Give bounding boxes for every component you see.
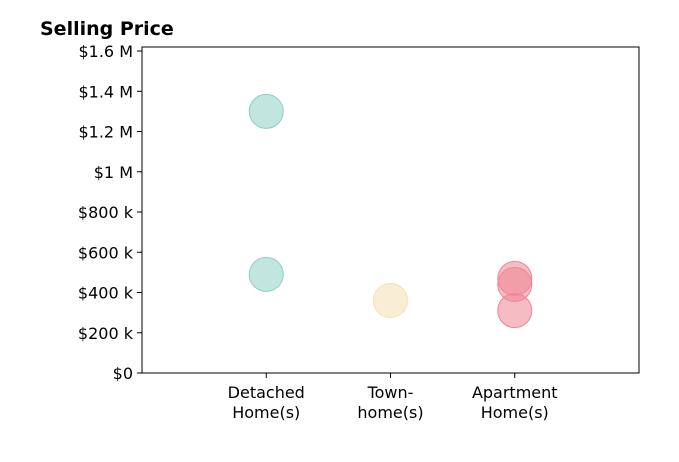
y-tick-label: $200 k — [78, 324, 134, 343]
plot-area — [141, 46, 640, 374]
data-points — [248, 93, 533, 329]
y-tick-label: $1.4 M — [78, 82, 133, 101]
y-tick-label: $1.2 M — [78, 123, 133, 142]
y-tick-label: $400 k — [78, 284, 134, 303]
chart-title: Selling Price — [40, 18, 174, 40]
x-tick-label: Apartment Home(s) — [472, 383, 558, 422]
x-axis: Detached Home(s) Town-home(s) Apartment Home… — [228, 373, 558, 422]
data-point — [373, 283, 408, 319]
y-axis: $0 $200 k $400 k $600 k $800 k $1 M $1.2 M $1.4… — [78, 42, 142, 383]
y-tick-label: $800 k — [78, 203, 134, 222]
x-tick-label: Detached Home(s) — [228, 383, 305, 422]
plot-frame — [141, 46, 640, 374]
y-tick-label: $600 k — [78, 243, 134, 262]
y-tick-label: $0 — [113, 364, 133, 383]
x-tick-label: Town-home(s) — [357, 383, 423, 422]
data-point — [248, 256, 284, 292]
y-tick-label: $1 M — [94, 163, 133, 182]
data-point — [497, 293, 533, 329]
y-tick-label: $1.6 M — [78, 42, 133, 61]
data-point — [248, 93, 284, 129]
